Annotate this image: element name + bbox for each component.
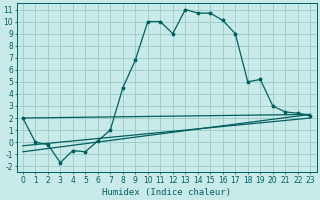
X-axis label: Humidex (Indice chaleur): Humidex (Indice chaleur)	[102, 188, 231, 197]
